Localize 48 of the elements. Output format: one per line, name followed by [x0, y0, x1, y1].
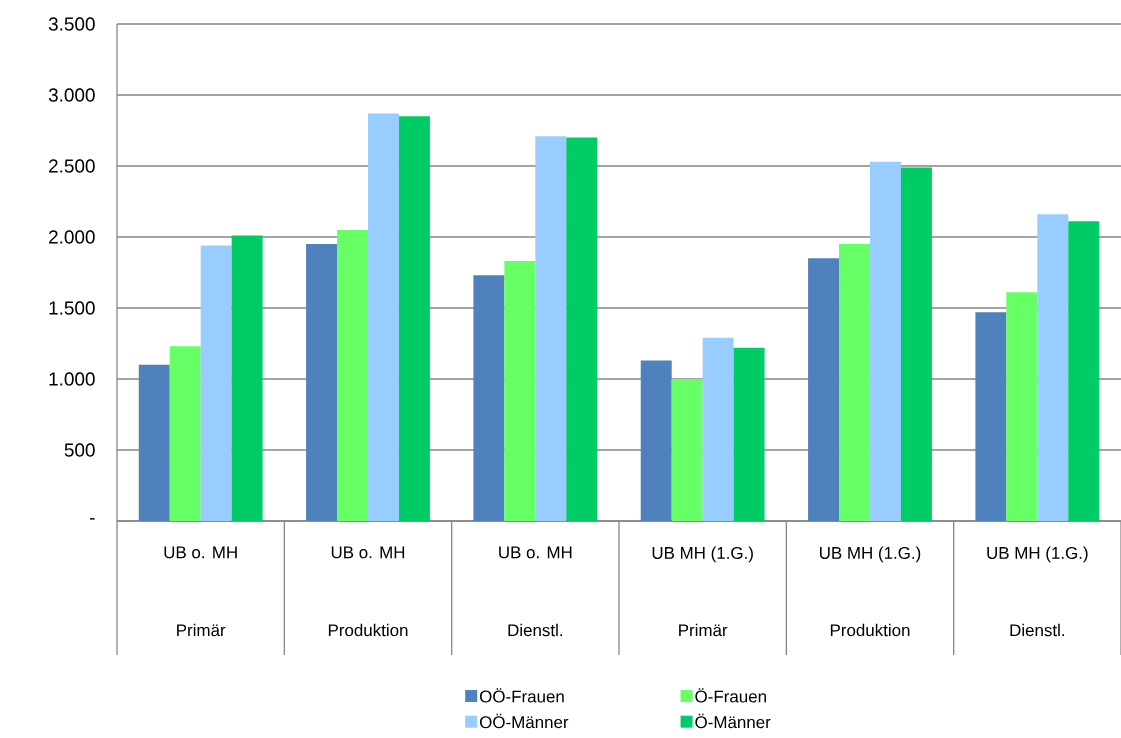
- bar: [1006, 292, 1038, 521]
- x-tick-label: UB o. MH: [331, 546, 405, 559]
- bar: [200, 245, 232, 521]
- bar: [1068, 221, 1100, 521]
- x-tick-label: UB MH (1.G.): [652, 546, 753, 563]
- bar: [306, 244, 338, 521]
- bar: [473, 275, 505, 521]
- text: Produktion: [328, 623, 408, 637]
- bar: [169, 346, 201, 521]
- y-tick-label: 1.500: [49, 301, 95, 315]
- x-tick-label: UB o. MH: [499, 546, 572, 559]
- x-tick-label: UB o. MH: [164, 546, 237, 559]
- bar: [900, 167, 932, 521]
- bar: [368, 113, 399, 521]
- bar: [869, 161, 901, 521]
- bar: [702, 337, 734, 521]
- bar: [671, 378, 703, 521]
- x-tick-label: UB MH (1.G.): [820, 546, 921, 563]
- y-tick-label: 2.500: [49, 159, 95, 173]
- bar: [839, 244, 870, 521]
- text: Primär: [679, 623, 728, 637]
- bar: [808, 258, 840, 521]
- bar: [1037, 214, 1069, 521]
- text: Dienstl.: [1010, 623, 1065, 637]
- bar: [535, 136, 567, 521]
- bar: [504, 261, 536, 521]
- bar: [975, 312, 1007, 521]
- y-tick-label: 1.000: [49, 372, 95, 386]
- y-tick-label: 3.500: [48, 17, 95, 31]
- bar: [733, 347, 765, 521]
- y-tick-label: 2.000: [49, 230, 95, 244]
- y-tick-label: -: [90, 518, 95, 520]
- x-tick-label: UB MH (1.G.): [987, 546, 1088, 563]
- bar: [231, 235, 263, 521]
- legend-label: OÖ-Männer: [479, 713, 569, 729]
- legend-label: Ö-Männer: [695, 713, 771, 729]
- text: Primär: [177, 623, 226, 637]
- bar: [398, 116, 430, 521]
- legend-label: Ö-Frauen: [695, 688, 766, 703]
- bar: [566, 137, 598, 521]
- y-tick-label: 500: [64, 443, 95, 457]
- bar: [138, 364, 170, 521]
- bar: [640, 360, 672, 521]
- legend-label: OÖ-Frauen: [479, 688, 564, 703]
- text: Produktion: [830, 623, 910, 637]
- text: Dienstl.: [508, 623, 563, 637]
- bar: [337, 229, 368, 521]
- y-tick-label: 3.000: [48, 88, 95, 102]
